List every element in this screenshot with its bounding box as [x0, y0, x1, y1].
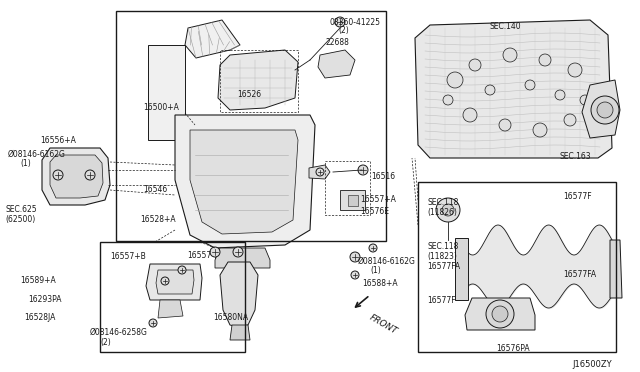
Text: 16576PA: 16576PA	[496, 344, 530, 353]
Bar	[418, 182, 616, 352]
Bar	[100, 242, 245, 352]
Circle shape	[169, 302, 179, 312]
Circle shape	[178, 266, 186, 274]
Circle shape	[525, 80, 535, 90]
Text: (11823): (11823)	[427, 252, 457, 261]
Text: 16577FA: 16577FA	[427, 262, 460, 271]
Circle shape	[469, 59, 481, 71]
Circle shape	[161, 277, 169, 285]
Circle shape	[485, 85, 495, 95]
Polygon shape	[190, 130, 298, 234]
Text: 16500+A: 16500+A	[143, 103, 179, 112]
Circle shape	[492, 306, 508, 322]
Circle shape	[149, 319, 157, 327]
Circle shape	[597, 102, 613, 118]
Text: (2): (2)	[338, 26, 349, 35]
Circle shape	[568, 63, 582, 77]
Text: 08360-41225: 08360-41225	[330, 18, 381, 27]
Text: 16546: 16546	[143, 185, 167, 194]
Text: 16577FA: 16577FA	[563, 270, 596, 279]
Circle shape	[210, 247, 220, 257]
Circle shape	[580, 95, 590, 105]
Text: Ø08146-6162G: Ø08146-6162G	[8, 150, 66, 159]
Text: SEC.163: SEC.163	[560, 152, 591, 161]
Circle shape	[369, 244, 377, 252]
Circle shape	[442, 204, 454, 216]
Text: Ø08146-6162G: Ø08146-6162G	[358, 257, 416, 266]
Text: 16557: 16557	[187, 251, 211, 260]
Polygon shape	[175, 115, 315, 248]
Text: Ø08146-6258G: Ø08146-6258G	[90, 328, 148, 337]
Circle shape	[463, 108, 477, 122]
Polygon shape	[582, 80, 620, 138]
Text: 16589+A: 16589+A	[20, 276, 56, 285]
Polygon shape	[455, 238, 468, 300]
Text: 16580NA: 16580NA	[213, 313, 248, 322]
Text: 16557+A: 16557+A	[360, 195, 396, 204]
Text: SEC.118: SEC.118	[427, 198, 458, 207]
Circle shape	[436, 198, 460, 222]
Text: 16577F: 16577F	[427, 296, 456, 305]
Text: (1): (1)	[20, 159, 31, 168]
Circle shape	[351, 271, 359, 279]
Polygon shape	[415, 20, 612, 158]
Polygon shape	[318, 50, 355, 78]
Circle shape	[443, 95, 453, 105]
Circle shape	[335, 17, 345, 27]
Circle shape	[539, 54, 551, 66]
Text: SEC.140: SEC.140	[490, 22, 522, 31]
Text: 16577F: 16577F	[563, 192, 591, 201]
Text: 16556+A: 16556+A	[40, 136, 76, 145]
Polygon shape	[156, 270, 194, 294]
Circle shape	[533, 123, 547, 137]
Polygon shape	[230, 325, 250, 340]
Circle shape	[316, 168, 324, 176]
Polygon shape	[340, 190, 365, 210]
Circle shape	[564, 114, 576, 126]
Polygon shape	[309, 165, 330, 179]
Text: (1): (1)	[370, 266, 381, 275]
Text: 16293PA: 16293PA	[28, 295, 61, 304]
Text: 16557+B: 16557+B	[110, 252, 146, 261]
Text: 16516: 16516	[371, 172, 395, 181]
Polygon shape	[220, 262, 258, 327]
Polygon shape	[465, 298, 535, 330]
Polygon shape	[610, 240, 622, 298]
Polygon shape	[185, 20, 240, 58]
Polygon shape	[218, 50, 298, 110]
Polygon shape	[348, 195, 358, 206]
Text: 16528JA: 16528JA	[24, 313, 56, 322]
Text: FRONT: FRONT	[368, 313, 399, 336]
Circle shape	[350, 252, 360, 262]
Polygon shape	[50, 155, 103, 198]
Circle shape	[85, 170, 95, 180]
Circle shape	[233, 247, 243, 257]
Text: (11826): (11826)	[427, 208, 457, 217]
Polygon shape	[158, 300, 183, 318]
Circle shape	[486, 300, 514, 328]
Circle shape	[358, 165, 368, 175]
Text: 22688: 22688	[326, 38, 350, 47]
Text: SEC.625: SEC.625	[5, 205, 36, 214]
Polygon shape	[148, 45, 185, 140]
Polygon shape	[42, 148, 110, 205]
Text: (62500): (62500)	[5, 215, 35, 224]
Polygon shape	[146, 264, 202, 300]
Text: 16526: 16526	[237, 90, 261, 99]
Circle shape	[53, 170, 63, 180]
Circle shape	[503, 48, 517, 62]
Circle shape	[591, 96, 619, 124]
Text: 16576E: 16576E	[360, 207, 389, 216]
Circle shape	[447, 72, 463, 88]
Text: J16500ZY: J16500ZY	[572, 360, 612, 369]
Circle shape	[499, 119, 511, 131]
Bar	[116, 11, 386, 241]
Text: (2): (2)	[100, 338, 111, 347]
Text: SEC.118: SEC.118	[427, 242, 458, 251]
Circle shape	[555, 90, 565, 100]
Text: 16588+A: 16588+A	[362, 279, 397, 288]
Polygon shape	[215, 248, 270, 268]
Text: 16528+A: 16528+A	[140, 215, 175, 224]
